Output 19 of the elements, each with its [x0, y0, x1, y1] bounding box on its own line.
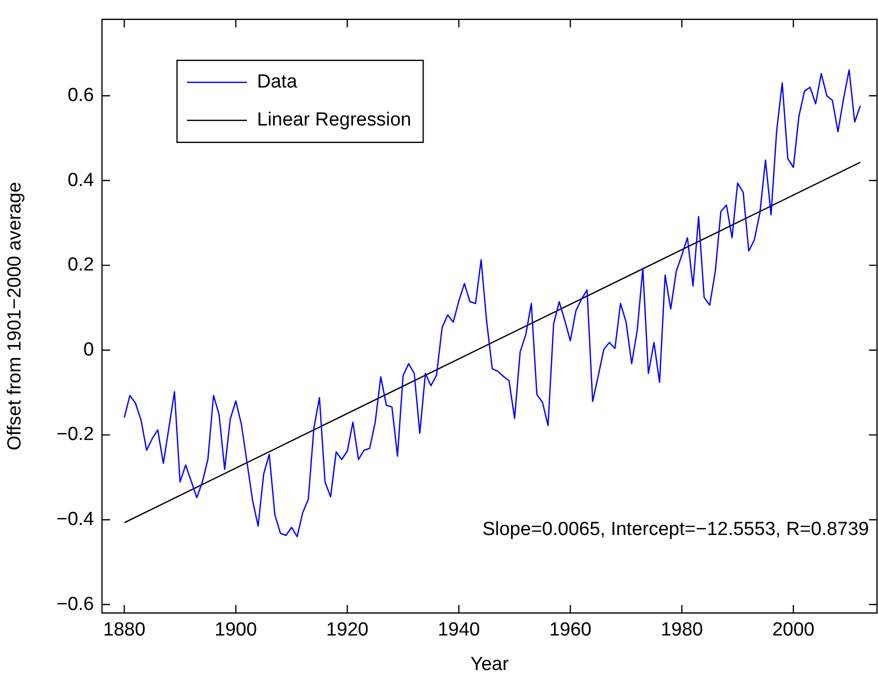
legend-label: Data	[257, 72, 298, 93]
y-tick-label: −0.4	[56, 508, 94, 530]
x-axis-title: Year	[470, 654, 510, 675]
annotation: Slope=0.0065, Intercept=−12.5553, R=0.8739	[482, 518, 869, 540]
x-tick-label: 1900	[214, 620, 257, 641]
y-tick-label: −0.6	[56, 594, 94, 615]
x-tick-label: 2000	[772, 620, 815, 641]
x-tick-label: 1940	[438, 620, 480, 641]
x-tick-label: 1980	[660, 620, 703, 641]
x-tick-label: 1920	[326, 620, 368, 641]
y-tick-label: 0	[83, 339, 94, 360]
x-tick-label: 1880	[103, 620, 146, 641]
x-tick-label: 1960	[549, 620, 592, 641]
y-tick-label: 0.6	[68, 84, 94, 106]
y-axis-title: Offset from 1901−2000 average	[4, 182, 26, 450]
y-tick-label: 0.4	[68, 170, 94, 191]
legend-label: Linear Regression	[257, 110, 412, 131]
y-tick-label: 0.2	[68, 254, 94, 276]
y-tick-label: −0.2	[56, 424, 94, 446]
